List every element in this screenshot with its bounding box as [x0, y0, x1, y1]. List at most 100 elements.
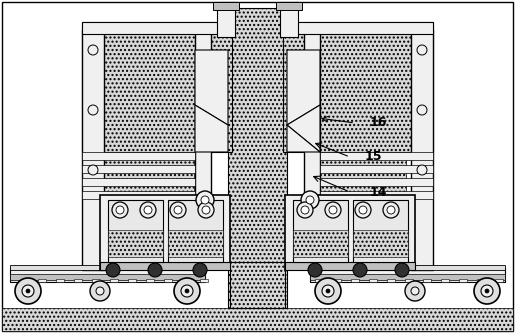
Bar	[82, 191, 195, 199]
Bar	[92, 279, 100, 282]
Circle shape	[202, 206, 210, 214]
Bar	[387, 279, 395, 282]
Circle shape	[88, 105, 98, 115]
Circle shape	[355, 202, 371, 218]
Bar	[320, 178, 433, 186]
Circle shape	[301, 191, 319, 209]
Circle shape	[417, 105, 427, 115]
Bar	[104, 22, 194, 267]
Bar	[285, 195, 415, 270]
Bar	[280, 2, 298, 37]
Bar	[82, 30, 104, 270]
Text: 16: 16	[370, 117, 387, 130]
Bar	[108, 230, 163, 257]
Text: 15: 15	[365, 151, 383, 164]
Bar	[82, 22, 232, 34]
Polygon shape	[287, 50, 320, 125]
Circle shape	[116, 206, 124, 214]
Bar	[283, 22, 433, 152]
Circle shape	[193, 263, 207, 277]
Circle shape	[297, 202, 313, 218]
Bar	[74, 279, 82, 282]
Bar	[20, 279, 28, 282]
Circle shape	[301, 206, 309, 214]
Bar	[56, 279, 64, 282]
Circle shape	[148, 263, 162, 277]
Bar	[320, 165, 433, 173]
Bar	[285, 262, 415, 270]
Circle shape	[106, 263, 120, 277]
Bar	[353, 200, 408, 262]
Bar	[310, 268, 505, 282]
Circle shape	[325, 202, 341, 218]
Bar	[164, 279, 172, 282]
Circle shape	[417, 165, 427, 175]
Bar	[2, 308, 513, 331]
Bar	[182, 279, 190, 282]
Bar	[310, 274, 505, 280]
Text: 14: 14	[370, 185, 387, 198]
Circle shape	[112, 202, 128, 218]
Circle shape	[174, 206, 182, 214]
Bar	[100, 262, 230, 270]
Bar	[304, 30, 320, 205]
Circle shape	[22, 285, 34, 297]
Bar	[200, 279, 208, 282]
Bar	[351, 279, 359, 282]
Circle shape	[329, 206, 337, 214]
Bar	[10, 274, 205, 280]
Circle shape	[387, 206, 395, 214]
Circle shape	[353, 263, 367, 277]
Bar	[320, 152, 433, 160]
Bar	[213, 2, 239, 10]
Bar	[310, 265, 505, 270]
Circle shape	[198, 202, 214, 218]
Circle shape	[96, 287, 104, 295]
Bar	[108, 200, 163, 262]
Circle shape	[417, 45, 427, 55]
Circle shape	[196, 191, 214, 209]
Bar	[100, 195, 230, 270]
Bar	[38, 279, 46, 282]
Circle shape	[411, 287, 419, 295]
Circle shape	[140, 202, 156, 218]
Bar	[333, 279, 341, 282]
Bar	[477, 279, 485, 282]
Bar	[369, 279, 377, 282]
Bar	[110, 279, 118, 282]
Circle shape	[485, 289, 489, 293]
Bar	[168, 200, 223, 262]
Bar	[82, 22, 232, 152]
Bar	[423, 279, 431, 282]
Circle shape	[201, 196, 209, 204]
Circle shape	[144, 206, 152, 214]
Bar	[82, 178, 195, 186]
Bar	[276, 2, 302, 10]
Bar	[195, 30, 211, 205]
Circle shape	[88, 45, 98, 55]
Circle shape	[474, 278, 500, 304]
Bar	[320, 191, 433, 199]
Circle shape	[322, 285, 334, 297]
Circle shape	[170, 202, 186, 218]
Circle shape	[88, 165, 98, 175]
Bar	[411, 30, 433, 270]
Bar	[459, 279, 467, 282]
Polygon shape	[195, 50, 228, 125]
Polygon shape	[287, 105, 320, 152]
Bar	[228, 8, 287, 308]
Circle shape	[481, 285, 493, 297]
Circle shape	[26, 289, 30, 293]
Bar	[293, 200, 348, 262]
Bar	[316, 22, 406, 267]
Circle shape	[185, 289, 189, 293]
Circle shape	[405, 281, 425, 301]
Circle shape	[315, 278, 341, 304]
Bar	[441, 279, 449, 282]
Circle shape	[90, 281, 110, 301]
Bar	[230, 262, 285, 308]
Circle shape	[306, 196, 314, 204]
Bar	[293, 230, 348, 257]
Circle shape	[174, 278, 200, 304]
Circle shape	[383, 202, 399, 218]
